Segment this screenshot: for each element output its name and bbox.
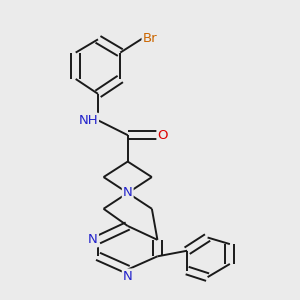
- Text: N: N: [123, 269, 133, 283]
- Text: N: N: [123, 186, 133, 200]
- Text: O: O: [158, 129, 168, 142]
- Text: NH: NH: [78, 114, 98, 127]
- Text: Br: Br: [142, 32, 157, 45]
- Text: N: N: [88, 233, 98, 246]
